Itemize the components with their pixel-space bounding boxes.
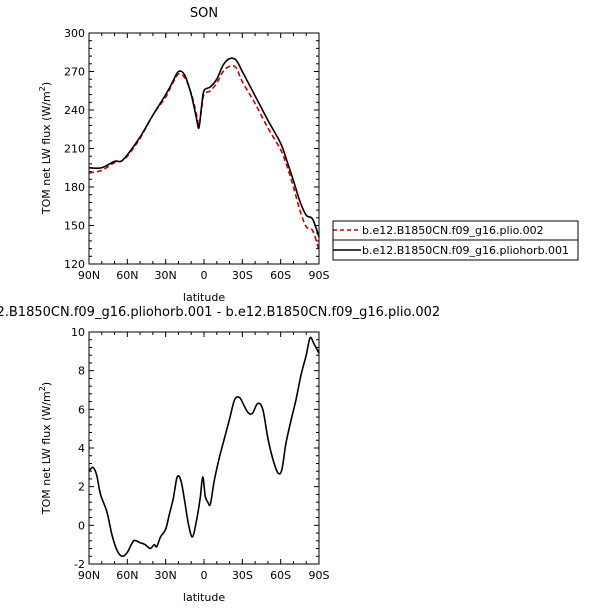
- top-y-tick-label: 270: [64, 66, 85, 79]
- bottom-series-line-1: [88, 336, 320, 558]
- bottom-y-ticks: -2 0 2 4 6 8 10: [71, 326, 319, 571]
- top-series-line-2: [88, 57, 320, 238]
- bottom-x-tick-label: 30S: [232, 569, 253, 582]
- top-y-ticks: 120 150 180 210 240 270 300: [64, 27, 319, 271]
- top-x-tick-label: 30N: [155, 269, 177, 282]
- top-series-lines: [88, 57, 320, 251]
- top-y-tick-label: 150: [64, 220, 85, 233]
- bottom-chart-title: b.e12.B1850CN.f09_g16.pliohorb.001 - b.e…: [0, 305, 440, 320]
- top-x-tick-label: 90N: [78, 269, 100, 282]
- bottom-y-tick-label: -2: [74, 558, 85, 571]
- bottom-y-tick-label: 6: [78, 403, 85, 416]
- top-panel: SON 120 150 180 210 240 270 300 90N 60N 30N 0 30S 6…: [38, 6, 579, 304]
- bottom-x-tick-label: 90S: [309, 569, 330, 582]
- top-y-axis-label: TOM net LW flux (W/m2): [38, 82, 53, 215]
- top-x-tick-label: 30S: [232, 269, 253, 282]
- bottom-x-tick-label: 0: [201, 569, 208, 582]
- top-plot-frame: [88, 32, 320, 265]
- legend-box: [332, 220, 579, 261]
- top-y-tick-label: 210: [64, 143, 85, 156]
- bottom-x-tick-label: 60S: [270, 569, 291, 582]
- legend-label-pliohorb: b.e12.B1850CN.f09_g16.pliohorb.001: [362, 244, 569, 257]
- top-y-tick-label: 180: [64, 181, 85, 194]
- top-x-tick-label: 0: [201, 269, 208, 282]
- top-y-tick-label: 300: [64, 27, 85, 40]
- top-x-tick-label: 60S: [270, 269, 291, 282]
- bottom-y-tick-label: 4: [78, 442, 85, 455]
- top-x-axis-label: latitude: [183, 291, 225, 304]
- legend-label-plio: b.e12.B1850CN.f09_g16.plio.002: [362, 224, 544, 237]
- top-y-tick-label: 240: [64, 104, 85, 117]
- bottom-x-tick-label: 90N: [78, 569, 100, 582]
- bottom-y-tick-label: 0: [78, 519, 85, 532]
- bottom-x-tick-label: 30N: [155, 569, 177, 582]
- top-x-tick-label: 60N: [116, 269, 138, 282]
- top-x-tick-label: 90S: [309, 269, 330, 282]
- bottom-series-lines: [88, 336, 320, 558]
- bottom-y-tick-label: 8: [78, 365, 85, 378]
- bottom-x-tick-label: 60N: [116, 569, 138, 582]
- legend: b.e12.B1850CN.f09_g16.plio.002 b.e12.B18…: [332, 220, 579, 261]
- bottom-panel: b.e12.B1850CN.f09_g16.pliohorb.001 - b.e…: [0, 305, 440, 604]
- top-y-tick-label: 120: [64, 258, 85, 271]
- bottom-plot-frame: [88, 331, 320, 565]
- bottom-x-axis-label: latitude: [183, 591, 225, 604]
- bottom-y-tick-label: 10: [71, 326, 85, 339]
- top-x-ticks: 90N 60N 30N 0 30S 60S 90S: [78, 33, 330, 282]
- bottom-y-tick-label: 2: [78, 481, 85, 494]
- top-chart-title: SON: [190, 6, 218, 21]
- bottom-y-axis-label: TOM net LW flux (W/m2): [38, 382, 53, 515]
